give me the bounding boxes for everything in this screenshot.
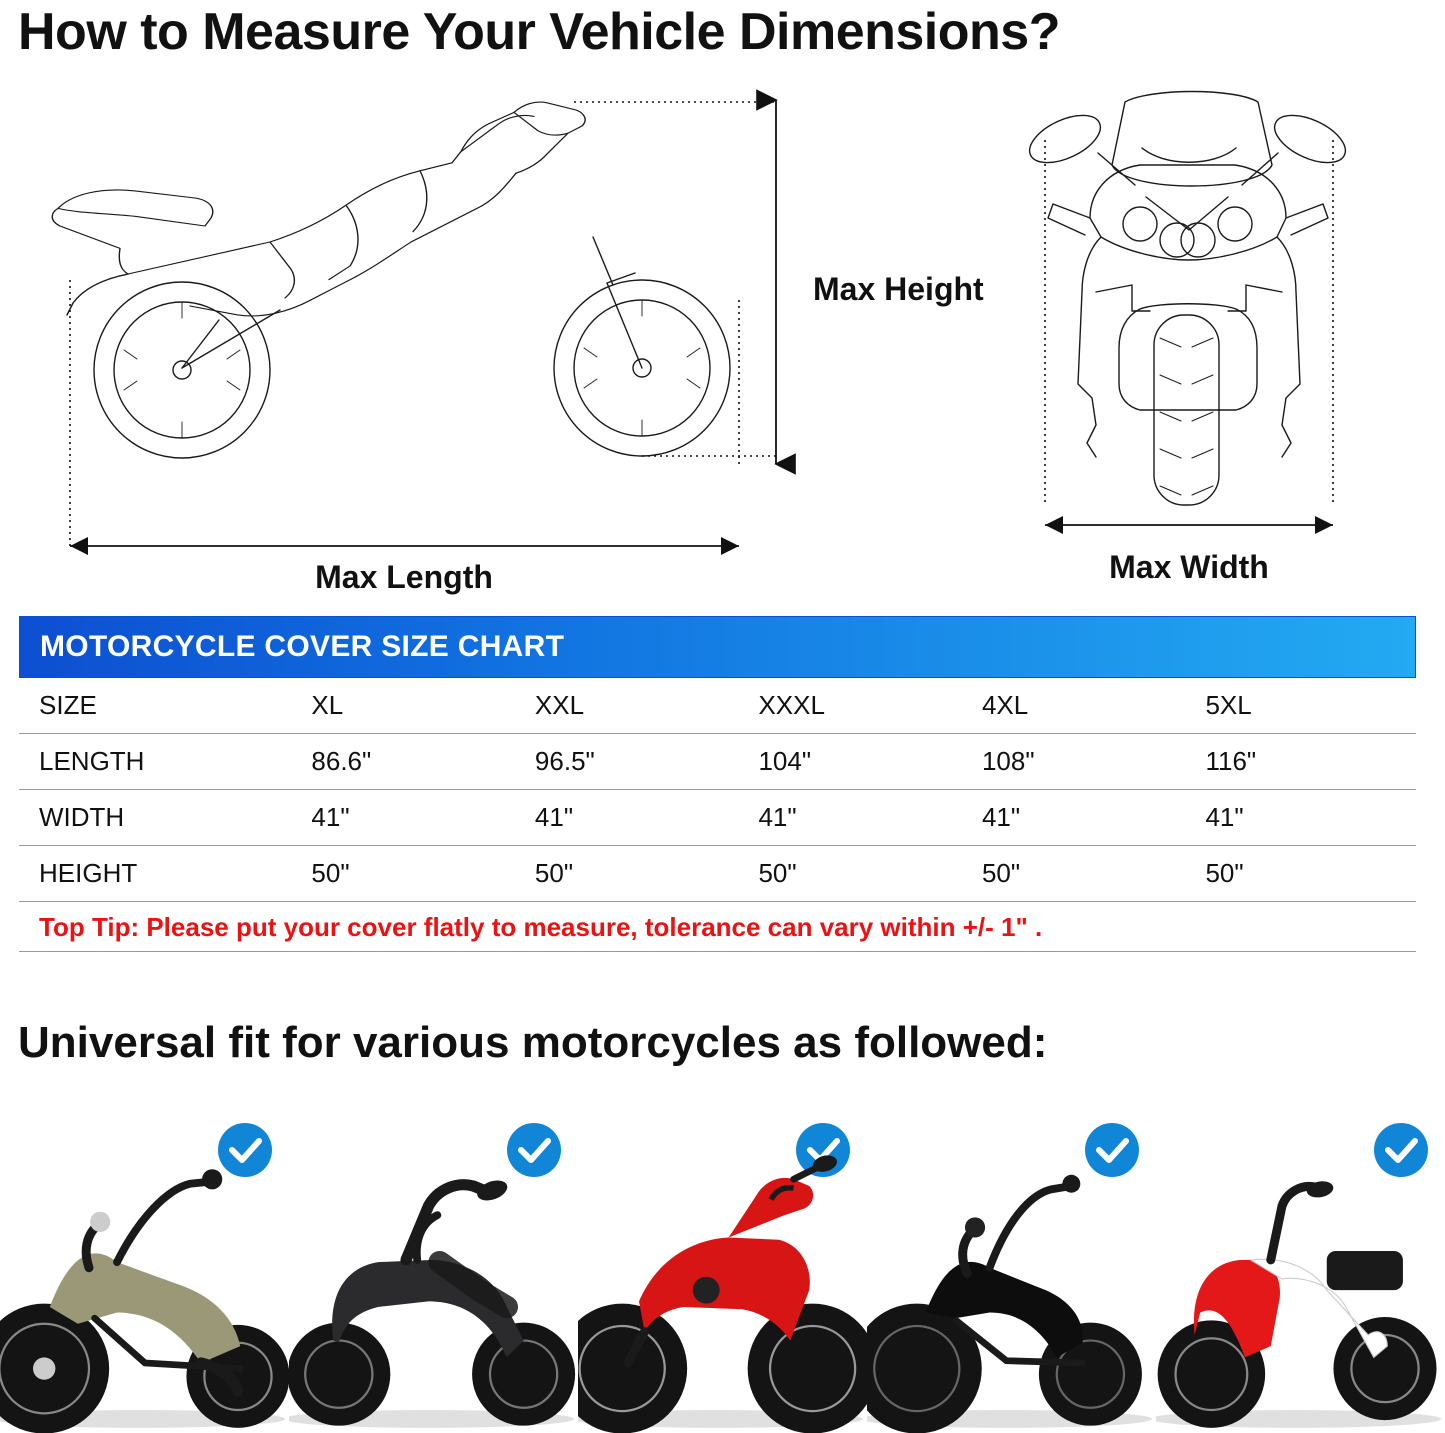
svg-text:Max Width: Max Width xyxy=(1109,549,1269,585)
